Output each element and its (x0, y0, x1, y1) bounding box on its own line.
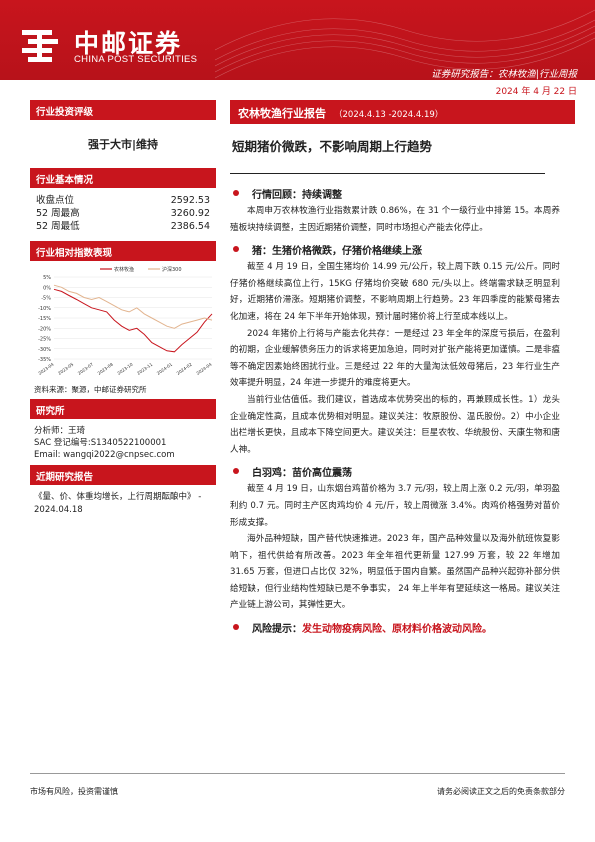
series-line-1 (53, 288, 213, 353)
basic-stats: 收盘点位 2592.53 52 周最高 3260.92 52 周最低 2386.… (30, 188, 216, 241)
paragraph: 2024 年猪价上行将与产能去化共存：一是经过 23 年全年的深度亏损后，在盈利… (230, 328, 560, 389)
rating-heading: 行业投资评级 (30, 100, 216, 120)
relative-index-chart: 5% 0% -5% -10% -15% -20% -25% -30% -35% 2023-04 20… (30, 263, 216, 381)
y-tick-label: 0% (43, 285, 51, 291)
footer-divider (30, 773, 565, 774)
analyst-email[interactable]: Email: wangqi2022@cnpsec.com (34, 450, 175, 460)
x-tick-label: 2024-04 (195, 362, 212, 376)
x-tick-label: 2023-10 (116, 362, 133, 376)
report-heading-bar: 农林牧渔行业报告 （2024.4.13 -2024.4.19） (230, 100, 575, 124)
stat-label: 52 周最低 (36, 221, 80, 232)
section-market-review: 行情回顾：持续调整 本周申万农林牧渔行业指数累计跌 0.86%，在 31 个一级… (230, 186, 575, 236)
x-tick-label: 2023-08 (97, 362, 114, 376)
left-sidebar: 行业投资评级 强于大市|维持 行业基本情况 收盘点位 2592.53 52 周最… (30, 100, 216, 521)
section-pig: 猪：生猪价格微跌，仔猪价格继续上涨 截至 4 月 19 日，全国生猪均价 14.… (230, 242, 575, 458)
stat-row: 收盘点位 2592.53 (36, 194, 210, 207)
section-heading: 白羽鸡：苗价高位震荡 (230, 464, 575, 479)
main-content: 农林牧渔行业报告 （2024.4.13 -2024.4.19） 短期猪价微跌，不影… (230, 100, 575, 635)
header-band: 中邮证券 CHINA POST SECURITIES 证券研究报告：农林牧渔|行… (0, 0, 595, 80)
stat-value: 2386.54 (170, 221, 210, 232)
x-tick-label: 2023-11 (136, 362, 153, 376)
y-tick-label: -20% (38, 326, 51, 332)
title-divider (230, 173, 545, 174)
analyst-name: 分析师：王琦 (34, 426, 86, 436)
report-main-title: 短期猪价微跌，不影响周期上行趋势 (232, 139, 433, 154)
stat-row: 52 周最高 3260.92 (36, 207, 210, 220)
y-tick-label: -35% (38, 357, 51, 363)
risk-label: 风险提示： (252, 624, 302, 636)
section-heading: 行情回顾：持续调整 (230, 186, 575, 201)
research-heading: 研究所 (30, 399, 216, 419)
y-tick-label: 5% (43, 275, 51, 281)
relative-index-heading: 行业相对指数表现 (30, 241, 216, 261)
y-tick-label: -5% (41, 296, 51, 302)
industry-rating: 强于大市|维持 (87, 138, 159, 151)
risk-warning: 风险提示：发生动物疫病风险、原材料价格波动风险。 (230, 620, 575, 635)
footer-risk-note: 市场有风险，投资需谨慎 (30, 787, 118, 796)
x-tick-label: 2023-04 (37, 362, 54, 376)
series-line-2 (53, 284, 213, 329)
report-date: 2024 年 4 月 22 日 (495, 87, 577, 97)
section-broiler: 白羽鸡：苗价高位震荡 截至 4 月 19 日，山东烟台鸡苗价格为 3.7 元/羽… (230, 464, 575, 614)
legend-label: 农林牧渔 (114, 266, 134, 273)
report-heading-date: （2024.4.13 -2024.4.19） (334, 110, 444, 120)
x-tick-label: 2023-05 (57, 362, 74, 376)
source-note: 资料来源：聚源，中邮证券研究所 (34, 385, 147, 394)
risk-text: 发生动物疫病风险、原材料价格波动风险。 (302, 624, 492, 636)
y-tick-label: -10% (38, 306, 51, 312)
y-tick-label: -25% (38, 337, 51, 343)
stat-label: 收盘点位 (36, 195, 75, 206)
y-tick-label: -30% (38, 347, 51, 353)
paragraph: 截至 4 月 19 日，山东烟台鸡苗价格为 3.7 元/羽，较上周上涨 0.2 … (230, 484, 560, 528)
analyst-sac: SAC 登记编号:S1340522100001 (34, 438, 167, 448)
stat-value: 3260.92 (170, 208, 210, 219)
report-type: 证券研究报告：农林牧渔|行业周报 (431, 69, 577, 80)
paragraph: 截至 4 月 19 日，全国生猪均价 14.99 元/公斤，较上周下跌 0.15… (230, 262, 560, 322)
index-chart-svg: 5%0%-5%-10%-15%-20%-25%-30%-35%2023-04 20… (37, 266, 213, 376)
basic-info-heading: 行业基本情况 (30, 168, 216, 188)
report-heading-title: 农林牧渔行业报告 (238, 107, 326, 120)
recent-reports-heading: 近期研究报告 (30, 465, 216, 485)
legend-label: 沪深300 (162, 266, 182, 273)
analyst-info: 分析师：王琦 SAC 登记编号:S1340522100001 Email: wa… (30, 419, 216, 465)
paragraph: 海外品种短缺，国产替代快速推进。2023 年，国产品种效量以及海外航班恢复影响下… (230, 534, 560, 611)
x-tick-label: 2024-01 (156, 362, 173, 376)
china-post-logo-icon (22, 30, 58, 62)
x-tick-label: 2023-07 (77, 362, 94, 376)
footer-disclaimer-note: 请务必阅读正文之后的免责条款部分 (437, 787, 565, 796)
decorative-wave-lines (215, 9, 595, 79)
y-tick-label: -15% (38, 316, 51, 322)
stat-row: 52 周最低 2386.54 (36, 220, 210, 233)
stat-label: 52 周最高 (36, 208, 80, 219)
stat-value: 2592.53 (170, 195, 210, 206)
x-tick-label: 2024-02 (176, 362, 193, 376)
brand-name-cn: 中邮证券 (74, 29, 183, 58)
brand-name-en: CHINA POST SECURITIES (74, 54, 198, 65)
section-heading: 猪：生猪价格微跌，仔猪价格继续上涨 (230, 242, 575, 257)
paragraph: 当前行业估值低。我们建议，首选成本优势突出的标的，再兼顾成长性。1）龙头企业确定… (230, 394, 560, 455)
paragraph: 本周申万农林牧渔行业指数累计跌 0.86%，在 31 个一级行业中排第 15。本… (230, 206, 560, 233)
recent-report-item: 《量、价、体重均增长，上行周期酝酿中》 - 2024.04.18 (34, 492, 202, 515)
